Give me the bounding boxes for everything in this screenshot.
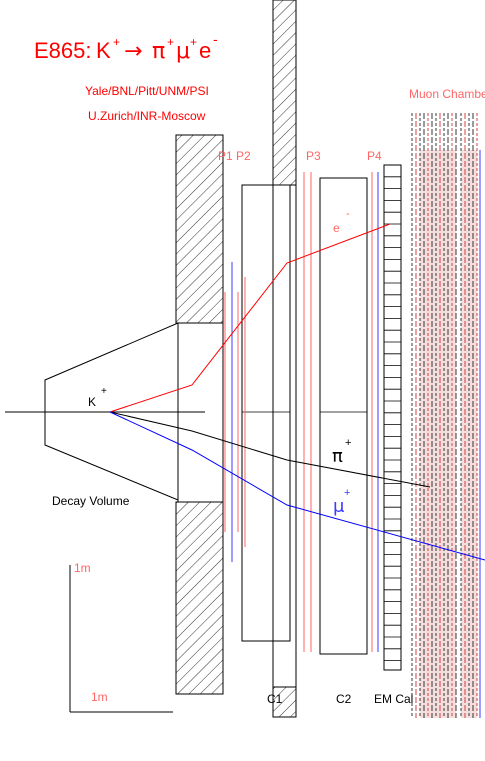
chamber-label-p3: P3	[306, 149, 321, 163]
pion-label-charge: +	[345, 437, 351, 449]
pion-track	[109, 411, 431, 488]
decay-volume-label: Decay Volume	[52, 494, 130, 508]
electron-label: e	[333, 221, 340, 235]
em-calorimeter	[383, 164, 402, 671]
magnet-c1-outer	[241, 184, 291, 642]
muon-label: μ	[333, 496, 345, 517]
magnet-c1-pole	[272, 184, 297, 688]
title-pion: π	[152, 39, 165, 64]
pion-label: π	[332, 446, 343, 467]
title-muon: μ	[176, 39, 190, 64]
title-electron-charge: -	[213, 31, 218, 47]
magnet-c1-yoke-upper	[272, 0, 297, 186]
scale-label-vertical: 1m	[74, 561, 91, 575]
chambers-p1-p2	[224, 262, 246, 562]
em-cal-label: EM Cal	[374, 692, 413, 706]
collimator-lower	[175, 501, 224, 695]
em-cal-frame	[383, 164, 402, 671]
title-kaon: K	[96, 38, 111, 63]
muon-chambers-label: Muon Chambers	[409, 87, 485, 101]
collaboration-line-2: U.Zurich/INR-Moscow	[88, 109, 206, 123]
collimator-aperture	[177, 322, 224, 503]
kaon-label-charge: +	[101, 386, 107, 397]
electron-label-charge: -	[346, 208, 350, 220]
title-arrow: →	[124, 39, 142, 64]
muon-chamber-fill	[420, 150, 456, 718]
magnet-c1-yoke-lower	[272, 686, 297, 718]
scale-label-horizontal: 1m	[91, 690, 108, 704]
chambers-p4	[371, 172, 379, 652]
title-kaon-charge: +	[113, 35, 120, 49]
muon-label-charge: +	[344, 487, 350, 499]
title-experiment: E865:	[34, 38, 92, 63]
scale-bar: 1m 1m	[69, 561, 173, 713]
kaon-label: K	[88, 395, 96, 409]
electron-track	[109, 223, 391, 413]
chambers-p3	[303, 172, 312, 652]
magnet-c2-label: C2	[336, 692, 352, 706]
muon-track	[109, 411, 485, 561]
muon-chambers	[411, 113, 481, 718]
title-pion-charge: +	[167, 35, 174, 49]
collaboration-line-1: Yale/BNL/Pitt/UNM/PSI	[85, 84, 209, 98]
chamber-label-p1-p2: P1 P2	[218, 149, 251, 163]
title-group: E865: K + → π + μ + e -	[34, 31, 218, 64]
magnet-c1-label: C1	[267, 692, 283, 706]
title-muon-charge: +	[190, 35, 197, 49]
collimator-upper	[175, 134, 224, 324]
chamber-label-p4: P4	[367, 149, 382, 163]
magnet-c2-outer	[319, 177, 368, 655]
title-electron: e	[199, 38, 211, 63]
